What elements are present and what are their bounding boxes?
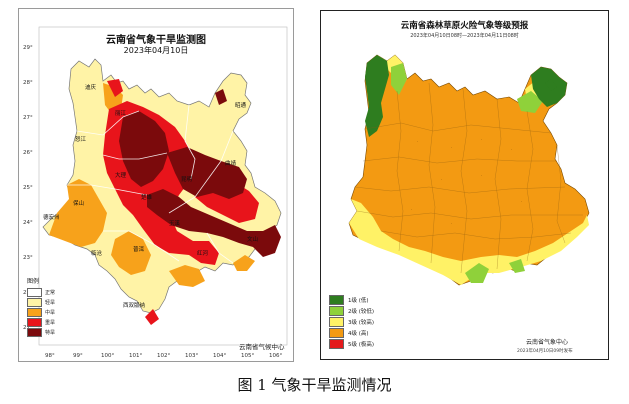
place-label: 德宏州 [43, 213, 60, 221]
legend-label: 轻旱 [45, 299, 56, 306]
place-label: 临沧 [91, 249, 103, 257]
legend-row: 中旱 [27, 307, 67, 317]
latitude-tick-label: 25° [23, 185, 33, 191]
longitude-tick-label: 98° [45, 353, 55, 359]
legend-swatch [27, 317, 42, 327]
place-label: 大理 [115, 171, 127, 179]
legend-row: 特旱 [27, 327, 67, 337]
svg-text:·: · [521, 200, 522, 204]
longitude-ticks: 98° 99° 100° 101° 102° 103° 104° 105° 106° [45, 353, 282, 359]
svg-text:·: · [481, 138, 482, 142]
longitude-tick-label: 99° [73, 353, 83, 359]
latitude-tick-label: 26° [23, 150, 33, 156]
fire-level-2-zones [391, 63, 543, 283]
longitude-tick-label: 104° [213, 353, 226, 359]
fire-risk-map-canvas: · · · · · · · · · [348, 54, 590, 286]
legend-label: 重旱 [45, 319, 56, 326]
legend-row: 重旱 [27, 317, 67, 327]
latitude-tick-label: 24° [23, 220, 33, 226]
latitude-tick-label: 29° [23, 45, 33, 51]
legend-row: 5级 (极高) [329, 338, 374, 349]
latitude-tick-label: 28° [23, 80, 33, 86]
place-label: 文山 [247, 235, 258, 243]
svg-text:·: · [441, 178, 442, 182]
legend-swatch [27, 307, 42, 317]
fire-risk-map-panel: 云南省森林草原火险气象等级预报 2023年04月10日08时—2023年04月1… [320, 10, 609, 360]
drought-legend-title: 图例 [27, 278, 40, 285]
longitude-tick-label: 105° [241, 353, 254, 359]
county-boundaries [354, 82, 583, 274]
drought-map-title: 云南省气象干旱监测图 [106, 35, 206, 46]
place-label: 红河 [197, 249, 209, 257]
legend-row: 3级 (较高) [329, 316, 374, 327]
longitude-tick-label: 103° [185, 353, 198, 359]
legend-label: 4级 (高) [348, 330, 369, 337]
prefecture-boundaries [67, 104, 234, 264]
svg-text:·: · [511, 148, 512, 152]
legend-label: 3级 (较高) [348, 319, 375, 326]
legend-label: 正常 [45, 289, 56, 296]
drought-map-date: 2023年04月10日 [123, 46, 189, 55]
svg-text:·: · [451, 146, 452, 150]
legend-swatch [27, 287, 42, 297]
place-label: 楚雄 [141, 193, 153, 201]
legend-swatch [329, 338, 344, 349]
longitude-tick-label: 102° [157, 353, 170, 359]
place-label: 丽江 [115, 110, 127, 117]
province-outline [348, 54, 590, 286]
legend-label: 5级 (极高) [348, 341, 375, 348]
county-label-marks: · · · · · · · · · [411, 138, 522, 226]
place-label: 普洱 [133, 245, 145, 253]
longitude-tick-label: 100° [101, 353, 114, 359]
legend-swatch [27, 297, 42, 307]
latitude-tick-label: 23° [23, 255, 33, 261]
place-label: 昭通 [235, 101, 247, 109]
longitude-tick-label: 101° [129, 353, 142, 359]
fire-level-1-zones [365, 55, 567, 137]
fire-risk-map-issued: 2023年04月10日09时发布 [517, 349, 573, 354]
legend-swatch [329, 305, 344, 316]
fire-risk-map-org: 云南省气象中心 [526, 339, 569, 346]
legend-swatch [27, 327, 42, 337]
legend-row: 轻旱 [27, 297, 67, 307]
fire-risk-map-title: 云南省森林草原火险气象等级预报 [400, 21, 529, 31]
drought-map-panel: 云南省气象干旱监测图 2023年04月10日 29° 28° 27° 26° 25° 24… [18, 8, 294, 362]
legend-row: 正常 [27, 287, 67, 297]
place-label: 曲靖 [225, 159, 237, 167]
legend-swatch [329, 316, 344, 327]
legend-row: 1级 (低) [329, 294, 374, 305]
svg-text:·: · [417, 140, 418, 144]
longitude-tick-label: 106° [269, 353, 282, 359]
place-label: 保山 [73, 199, 84, 207]
drought-legend: 图例 正常 轻旱 中旱 重旱 特旱 [27, 276, 67, 337]
svg-text:·: · [481, 174, 482, 178]
drought-map-credit: 云南省气候中心 [239, 343, 285, 351]
legend-row: 4级 (高) [329, 327, 374, 338]
fire-risk-map-period: 2023年04月10日08时—2023年04月11日08时 [410, 33, 519, 39]
legend-label: 中旱 [45, 309, 56, 316]
place-label: 怒江 [75, 135, 87, 143]
legend-swatch [329, 327, 344, 338]
legend-swatch [329, 294, 344, 305]
place-label: 迪庆 [85, 83, 97, 91]
legend-label: 特旱 [45, 329, 56, 336]
place-label: 昆明 [181, 176, 193, 183]
drought-map-canvas: 29°28°27°26°25°24°23°22°21° 98°99°100°10… [23, 26, 288, 359]
legend-label: 2级 (较低) [348, 308, 375, 315]
fire-risk-legend: 1级 (低) 2级 (较低) 3级 (较高) 4级 (高) 5级 (极高) [329, 294, 374, 349]
svg-text:·: · [411, 208, 412, 212]
legend-row: 2级 (较低) [329, 305, 374, 316]
place-label: 玉溪 [169, 219, 181, 227]
latitude-tick-label: 27° [23, 115, 33, 121]
figure-caption: 图 1 气象干旱监测情况 [237, 376, 392, 394]
place-label: 西双版纳 [123, 301, 146, 309]
legend-label: 1级 (低) [348, 297, 369, 304]
svg-text:·: · [451, 222, 452, 226]
